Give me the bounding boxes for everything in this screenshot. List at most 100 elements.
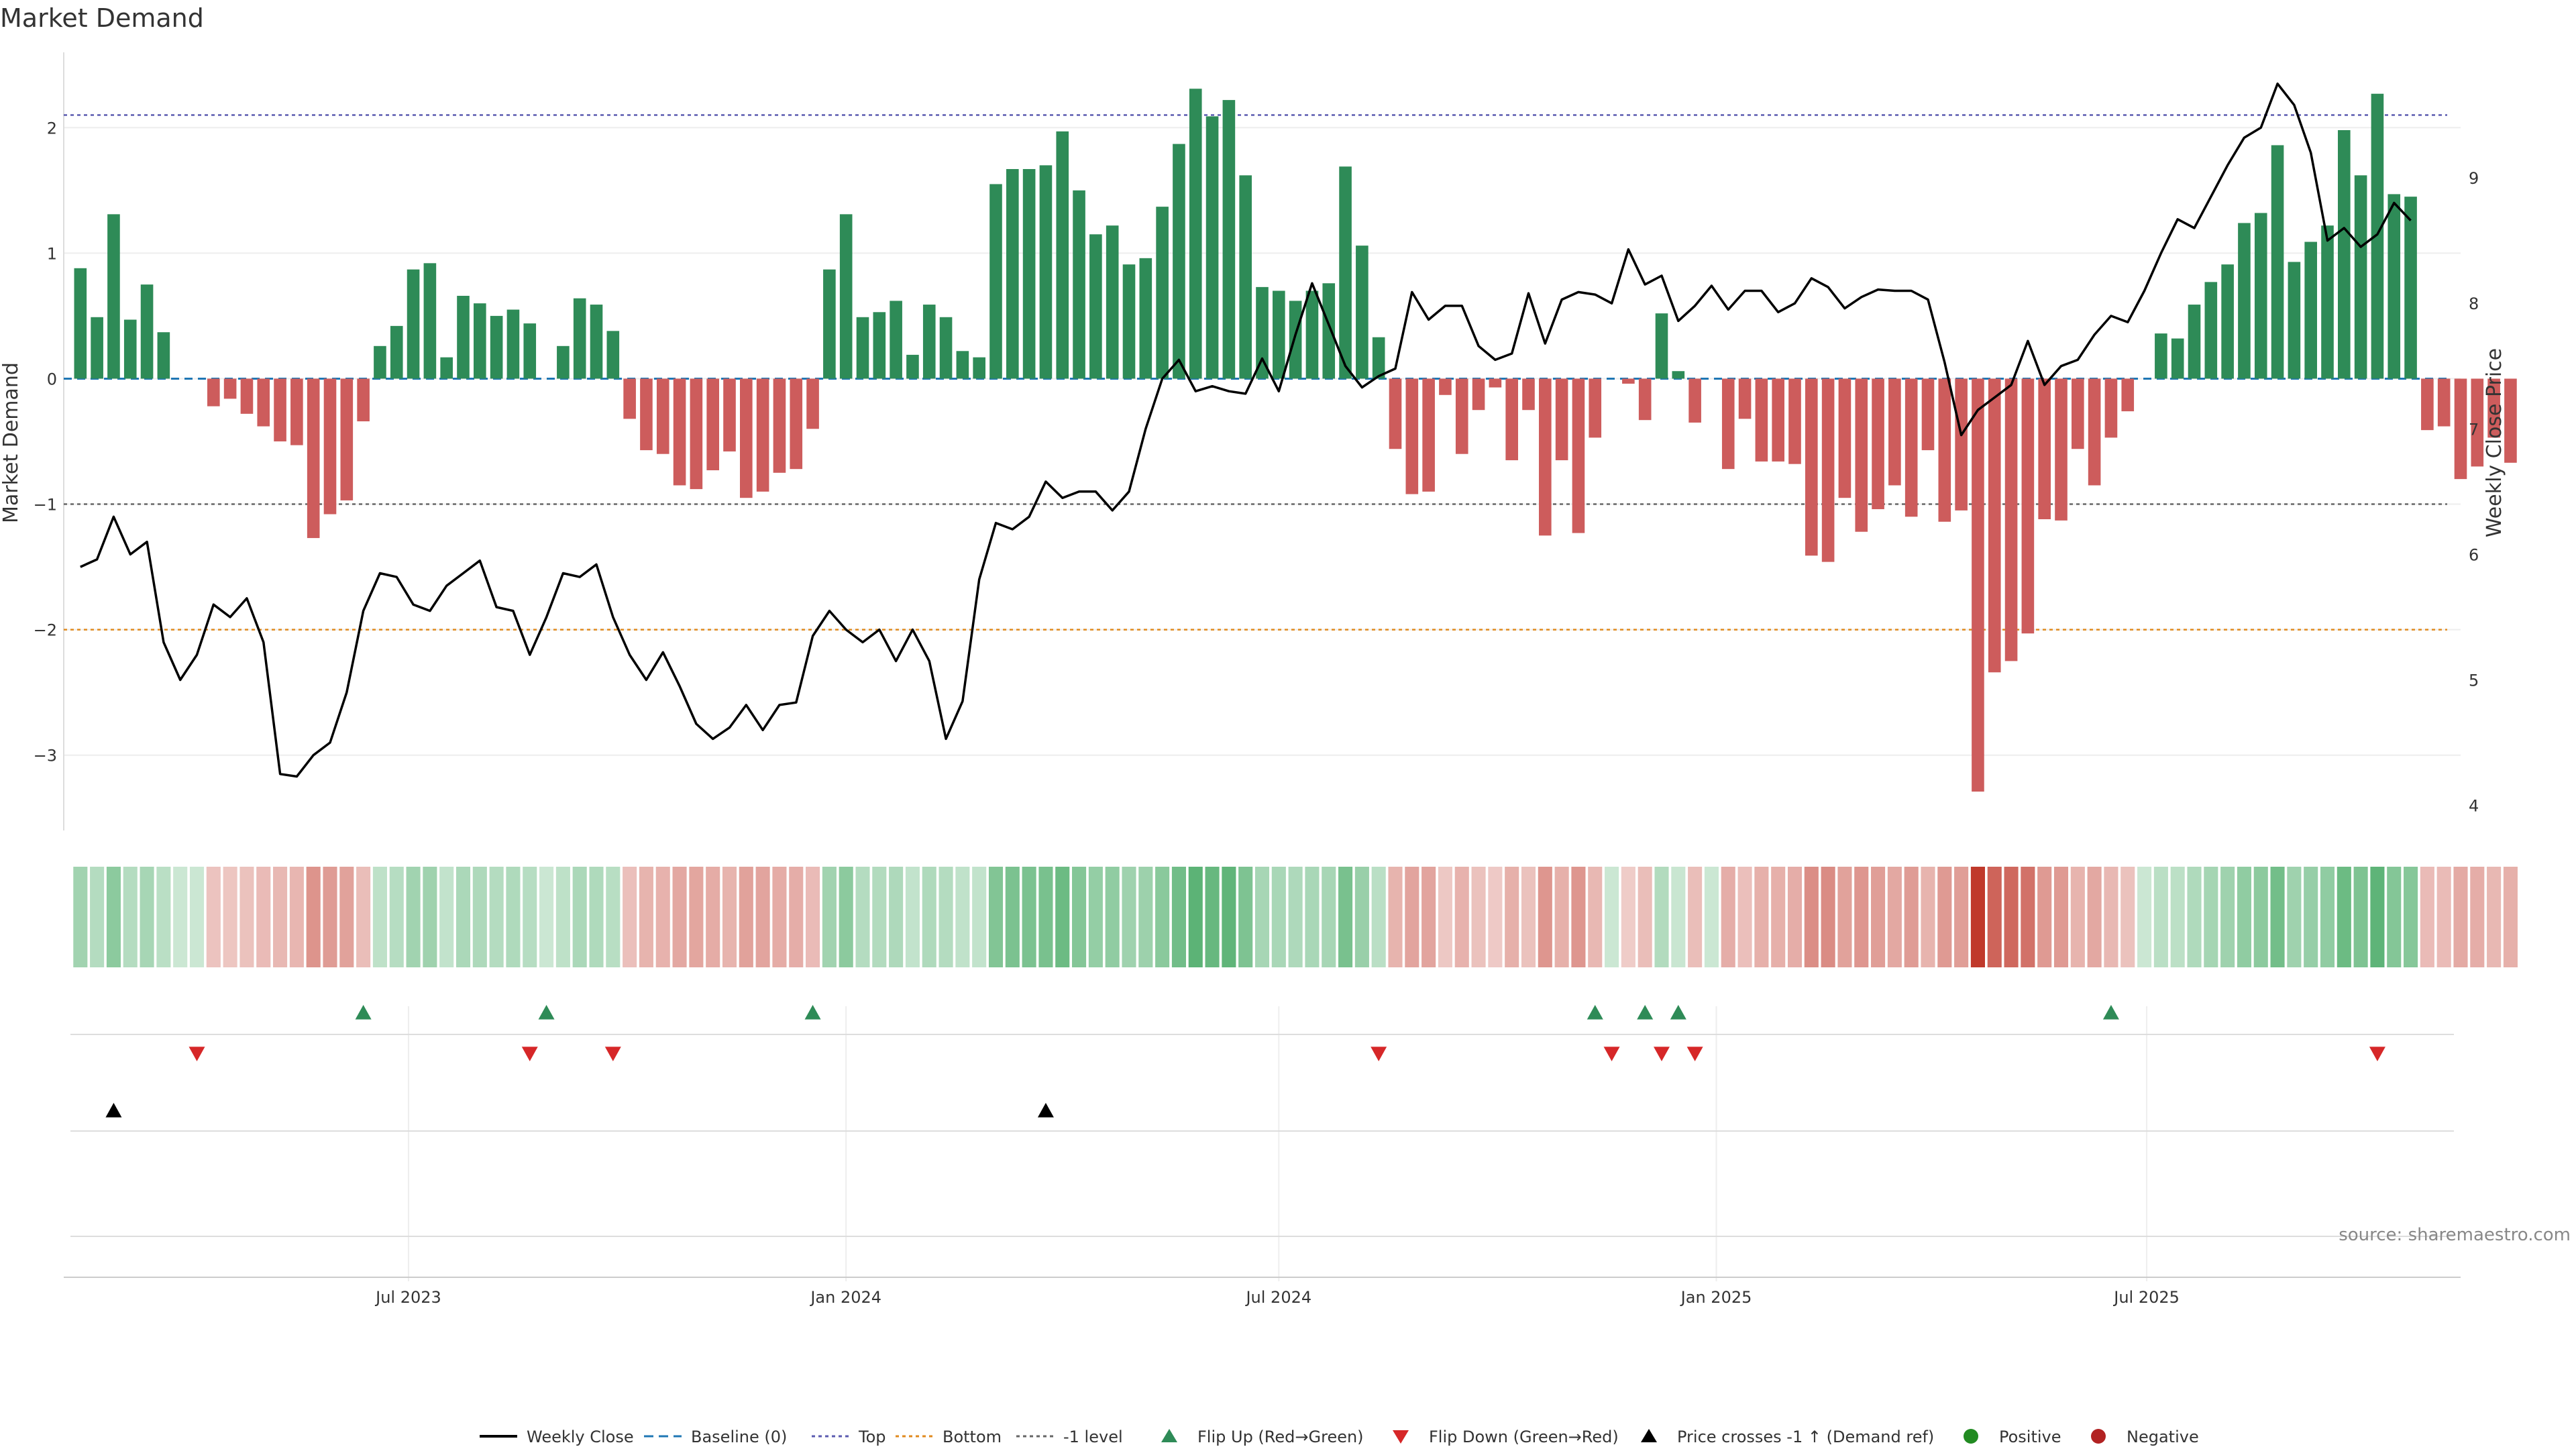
demand-bar (573, 298, 586, 379)
heat-cell (889, 867, 904, 967)
flip-down-marker (1603, 1046, 1620, 1061)
heat-cell (1754, 867, 1769, 967)
heat-cell (1171, 867, 1186, 967)
demand-bar (973, 357, 985, 379)
left-axis-label: Market Demand (0, 362, 23, 523)
demand-bar (1256, 286, 1269, 379)
heat-cell (1521, 867, 1536, 967)
demand-bar (1472, 378, 1485, 411)
heat-cell (106, 867, 121, 967)
heat-cell (689, 867, 704, 967)
demand-bar (2004, 378, 2018, 661)
heat-cell (1737, 867, 1752, 967)
heat-cell (2436, 867, 2451, 967)
demand-bar (823, 269, 836, 379)
heat-cell (1904, 867, 1919, 967)
heat-cell (389, 867, 404, 967)
heat-cell (2104, 867, 2118, 967)
demand-bar (1788, 378, 1801, 464)
flip-down-marker (604, 1046, 621, 1061)
heat-cell (1921, 867, 1935, 967)
heat-cell (1471, 867, 1486, 967)
y-tick-label: 0 (47, 370, 57, 388)
heat-cell (1254, 867, 1270, 967)
heat-cell (423, 867, 437, 967)
heat-cell (1638, 867, 1652, 967)
demand-bar (1189, 89, 1202, 379)
demand-bar (1389, 378, 1402, 449)
x-tick-label: Jan 2025 (1680, 1288, 1752, 1307)
event-marker-rows (64, 1005, 2461, 1278)
flip-up-marker (2102, 1005, 2119, 1020)
demand-bar (307, 378, 320, 539)
demand-bar (274, 378, 286, 441)
demand-bar (357, 378, 370, 422)
demand-bar (2155, 333, 2167, 379)
heat-cell (1088, 867, 1103, 967)
heat-cell (406, 867, 421, 967)
heat-cell (1538, 867, 1552, 967)
demand-bar (1872, 378, 1884, 510)
demand-bar (2487, 378, 2500, 438)
demand-bar (640, 378, 653, 451)
heat-cell (1271, 867, 1286, 967)
heat-cell (589, 867, 604, 967)
demand-bar (506, 309, 520, 379)
legend-item: Flip Up (Red→Green) (1161, 1428, 1364, 1446)
price-cross-marker (1037, 1103, 1054, 1118)
demand-bar (773, 378, 786, 473)
heat-cell (1305, 867, 1320, 967)
legend-label: -1 level (1063, 1428, 1123, 1446)
demand-bar (1122, 264, 1136, 379)
legend-item: Flip Down (Green→Red) (1393, 1428, 1619, 1446)
heat-cell (1205, 867, 1220, 967)
heat-cell (1222, 867, 1236, 967)
legend-label: Negative (2127, 1428, 2199, 1446)
demand-bar (223, 378, 237, 399)
flip-up-marker (1637, 1005, 1654, 1020)
demand-bar (1921, 378, 1935, 451)
demand-bar (1755, 378, 1768, 462)
heat-cell (1288, 867, 1303, 967)
demand-bar (2454, 378, 2467, 480)
heat-cell (289, 867, 304, 967)
legend-label: Price crosses -1 ↑ (Demand ref) (1677, 1428, 1934, 1446)
legend-item: Bottom (896, 1428, 1002, 1446)
legend-item: Top (812, 1428, 886, 1446)
heat-cell (755, 867, 770, 967)
demand-bar (2204, 282, 2218, 379)
heat-cell (455, 867, 471, 967)
y2-tick-label: 5 (2469, 671, 2479, 690)
demand-bar (2221, 264, 2234, 379)
y-tick-label: 1 (47, 244, 57, 263)
demand-bar (1305, 290, 1319, 379)
heat-cell (1771, 867, 1786, 967)
heat-cell (2237, 867, 2251, 967)
demand-bar (2038, 378, 2051, 519)
demand-bar (1339, 166, 1352, 379)
heat-cell (623, 867, 637, 967)
legend-label: Weekly Close (527, 1428, 634, 1446)
heat-cell (1322, 867, 1336, 967)
heat-cell (2270, 867, 2285, 967)
demand-bar (1522, 378, 1535, 411)
legend-item: Weekly Close (480, 1428, 634, 1446)
demand-bar (1073, 190, 1085, 379)
demand-bar (423, 263, 437, 379)
demand-bar (1539, 378, 1552, 536)
heat-cell (439, 867, 454, 967)
demand-bar (1422, 378, 1435, 492)
demand-bar (1106, 225, 1119, 379)
demand-bar (91, 317, 103, 379)
demand-bar (590, 305, 603, 379)
demand-bar (340, 378, 354, 500)
demand-bar (1222, 100, 1236, 379)
heat-cell (1605, 867, 1619, 967)
demand-bar (2021, 378, 2035, 634)
demand-bar (474, 303, 486, 379)
heat-cell (572, 867, 587, 967)
right-axis-label: Weekly Close Price (2483, 348, 2506, 537)
demand-bar (1972, 378, 1984, 792)
demand-bar (1089, 234, 1102, 379)
heat-cell (1055, 867, 1070, 967)
